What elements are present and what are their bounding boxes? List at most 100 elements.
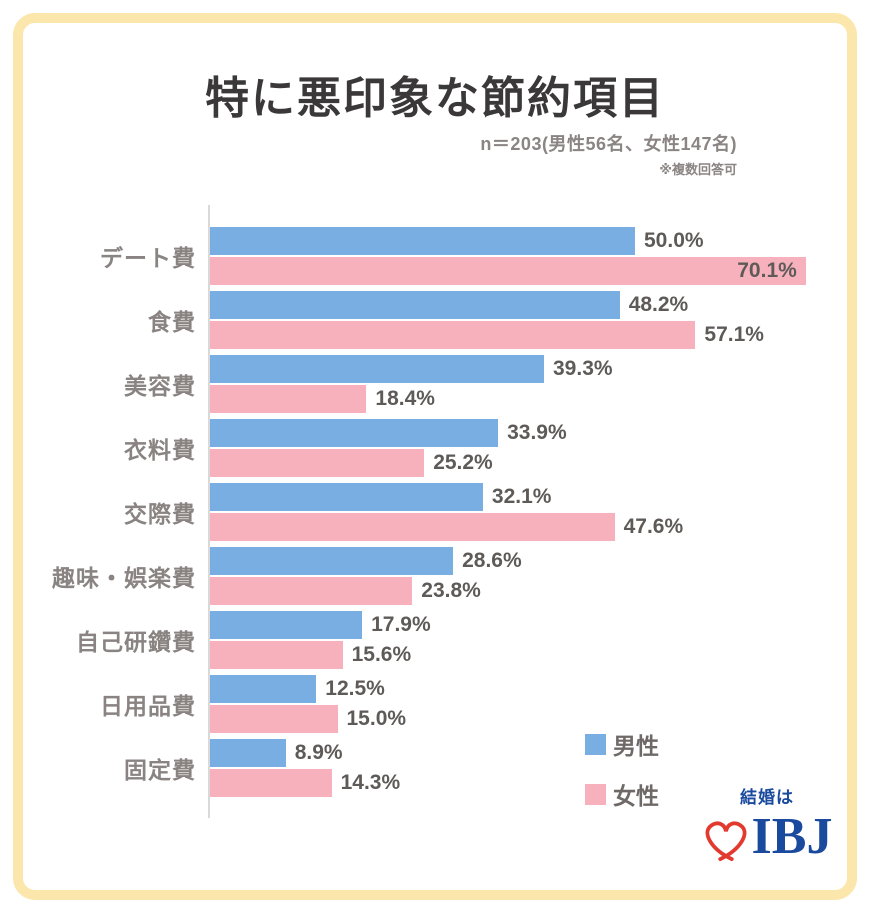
value-label: 14.3%: [340, 771, 401, 794]
chart-row: 日用品費 12.5% 15.0%: [0, 675, 870, 733]
value-label: 15.0%: [346, 707, 407, 730]
value-label: 70.1%: [737, 259, 797, 282]
bar-line-male: 32.1%: [210, 483, 551, 511]
bar-area: 50.0% 70.1%: [210, 227, 850, 285]
chart-row: 美容費 39.3% 18.4%: [0, 355, 870, 413]
bar-area: 28.6% 23.8%: [210, 547, 850, 605]
bar-line-male: 17.9%: [210, 611, 431, 639]
value-label: 48.2%: [628, 293, 689, 316]
bar-line-female: 47.6%: [210, 513, 683, 541]
logo-brand-text: IBJ: [751, 808, 833, 865]
male-bar: [210, 611, 363, 639]
value-label: 12.5%: [325, 677, 385, 700]
female-bar: [210, 577, 413, 605]
chart-rows: デート費 50.0% 70.1% 食費 48.2% 57.1% 美容費 39.3% 18.4% 衣…: [0, 227, 870, 797]
bar-line-male: 12.5%: [210, 675, 385, 703]
chart-row: デート費 50.0% 70.1%: [0, 227, 870, 285]
category-label: 固定費: [124, 757, 196, 783]
logo-tagline: 結婚は: [740, 788, 794, 807]
value-label: 57.1%: [704, 323, 764, 346]
bar-chart: デート費 50.0% 70.1% 食費 48.2% 57.1% 美容費 39.3% 18.4% 衣…: [0, 205, 870, 818]
male-bar: [210, 291, 620, 319]
heart-ribbon-icon: [705, 821, 746, 861]
category-label: 美容費: [124, 373, 196, 399]
value-label: 17.9%: [371, 613, 431, 636]
chart-row: 趣味・娯楽費 28.6% 23.8%: [0, 547, 870, 605]
bar-area: 17.9% 15.6%: [210, 611, 850, 669]
bar-line-male: 39.3%: [210, 355, 613, 383]
value-label: 23.8%: [421, 579, 481, 602]
male-bar: [210, 675, 317, 703]
bar-line-female: 14.3%: [210, 769, 400, 797]
chart-row: 衣料費 33.9% 25.2%: [0, 419, 870, 477]
bar-line-male: 50.0%: [210, 227, 704, 255]
decorative-frame: [13, 13, 857, 900]
sample-size-text: n＝203(男性56名、女性147名): [480, 134, 737, 154]
bar-line-male: 28.6%: [210, 547, 522, 575]
bar-line-female: 18.4%: [210, 385, 435, 413]
category-label: 食費: [148, 309, 196, 335]
male-bar: [210, 355, 544, 383]
bar-line-female: 25.2%: [210, 449, 493, 477]
bar-line-female: 23.8%: [210, 577, 481, 605]
category-label: 自己研鑽費: [76, 629, 196, 655]
sample-info: n＝203(男性56名、女性147名) ※複数回答可: [480, 130, 737, 178]
chart-legend: 男性 女性: [585, 727, 659, 827]
value-label: 25.2%: [433, 451, 493, 474]
bar-area: 12.5% 15.0%: [210, 675, 850, 733]
bar-line-female: 70.1%: [210, 257, 806, 285]
chart-row: 食費 48.2% 57.1%: [0, 291, 870, 349]
male-bar: [210, 547, 454, 575]
female-bar: [210, 321, 696, 349]
chart-row: 自己研鑽費 17.9% 15.6%: [0, 611, 870, 669]
female-bar: [210, 705, 338, 733]
legend-item-female: 女性: [585, 777, 659, 811]
female-bar: [210, 769, 332, 797]
bar-line-male: 48.2%: [210, 291, 688, 319]
bar-line-male: 8.9%: [210, 739, 343, 767]
value-label: 47.6%: [623, 515, 684, 538]
male-bar: [210, 483, 483, 511]
value-label: 33.9%: [507, 421, 567, 444]
male-bar: [210, 419, 499, 447]
value-label: 39.3%: [553, 357, 613, 380]
bar-area: 8.9% 14.3%: [210, 739, 850, 797]
category-label: 趣味・娯楽費: [52, 565, 196, 591]
value-label: 32.1%: [491, 485, 552, 508]
female-bar: [210, 385, 367, 413]
logo-row: IBJ: [692, 810, 842, 864]
chart-row: 固定費 8.9% 14.3%: [0, 739, 870, 797]
category-label: デート費: [100, 245, 196, 271]
value-label: 15.6%: [351, 643, 412, 666]
legend-label-male: 男性: [613, 733, 659, 759]
bar-area: 48.2% 57.1%: [210, 291, 850, 349]
male-color-swatch: [585, 733, 606, 755]
female-bar: 70.1%: [210, 257, 806, 285]
male-bar: [210, 739, 286, 767]
category-label: 日用品費: [100, 693, 196, 719]
bar-area: 33.9% 25.2%: [210, 419, 850, 477]
bar-line-male: 33.9%: [210, 419, 567, 447]
value-label: 28.6%: [462, 549, 522, 572]
female-bar: [210, 513, 615, 541]
y-axis-line: [208, 205, 210, 818]
ibj-logo: 結婚は IBJ: [692, 783, 842, 864]
chart-row: 交際費 32.1% 47.6%: [0, 483, 870, 541]
bar-area: 39.3% 18.4%: [210, 355, 850, 413]
female-bar: [210, 449, 425, 477]
female-bar: [210, 641, 343, 669]
value-label: 8.9%: [294, 741, 343, 764]
value-label: 18.4%: [375, 387, 435, 410]
value-label: 50.0%: [644, 229, 704, 252]
bar-line-female: 15.0%: [210, 705, 406, 733]
female-color-swatch: [585, 783, 606, 805]
bar-line-female: 15.6%: [210, 641, 411, 669]
male-bar: [210, 227, 635, 255]
legend-label-female: 女性: [613, 783, 659, 809]
legend-item-male: 男性: [585, 727, 659, 761]
bar-area: 32.1% 47.6%: [210, 483, 850, 541]
category-label: 衣料費: [124, 437, 196, 463]
category-label: 交際費: [124, 501, 196, 527]
bar-line-female: 57.1%: [210, 321, 764, 349]
